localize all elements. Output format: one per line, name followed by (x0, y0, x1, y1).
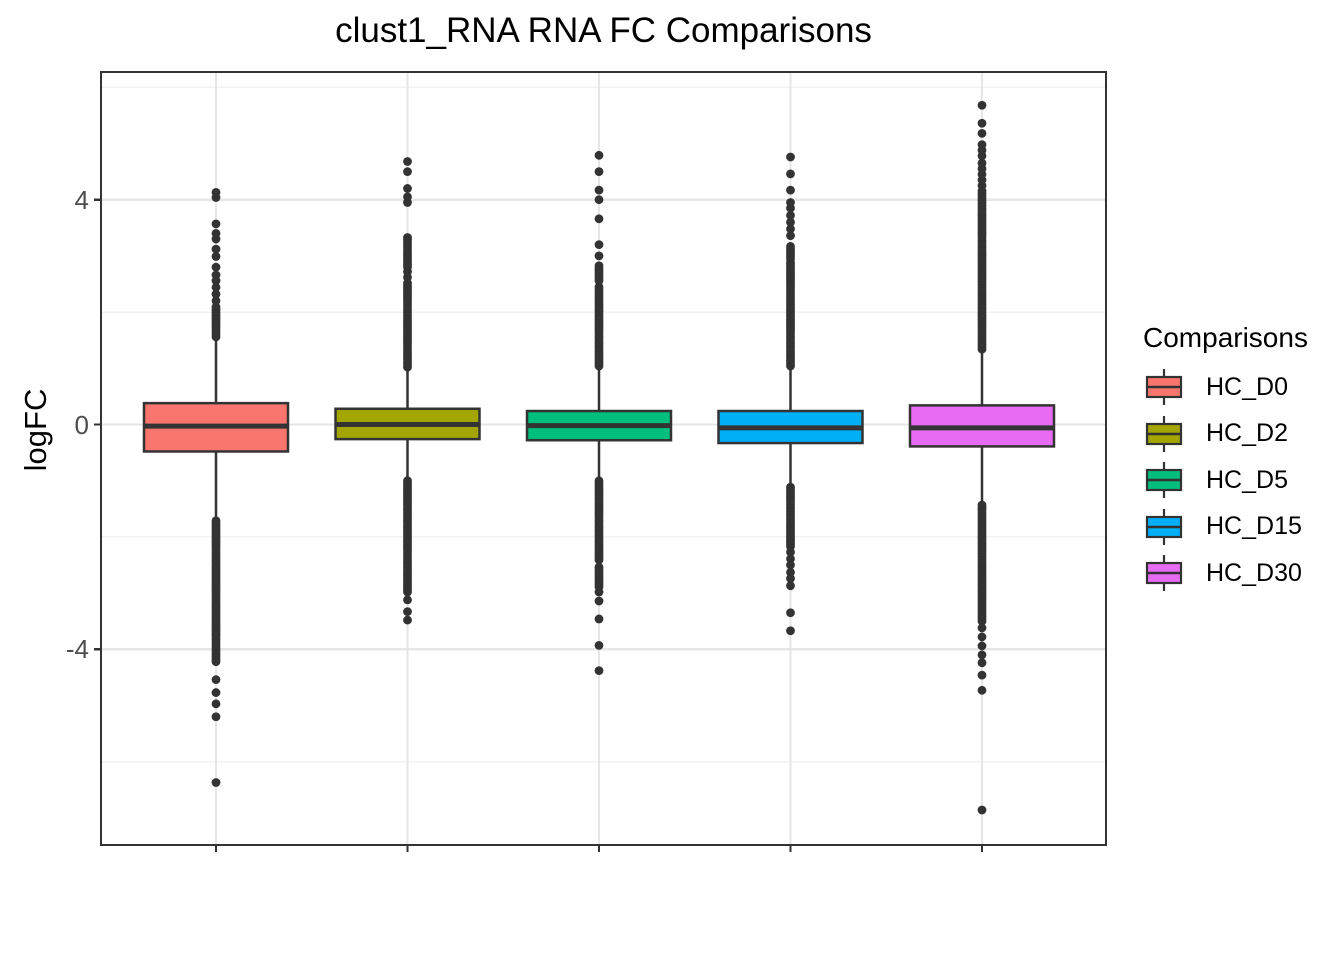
legend-item: HC_D30 (1140, 550, 1308, 597)
boxplot-key-icon (1145, 369, 1183, 406)
legend-item: HC_D5 (1140, 457, 1308, 504)
y-axis-tick-labels: 4 0 -4 (0, 0, 89, 960)
legend-item: HC_D0 (1140, 364, 1308, 411)
y-tick-label: -4 (65, 634, 89, 665)
boxplot-key-icon (1145, 415, 1183, 452)
y-tick-label: 0 (74, 409, 89, 440)
legend-item: HC_D15 (1140, 504, 1308, 551)
boxplot-key-icon (1145, 555, 1183, 592)
legend-title: Comparisons (1143, 322, 1308, 353)
legend-item-label: HC_D5 (1206, 465, 1288, 494)
plot-title: clust1_RNA RNA FC Comparisons (335, 11, 872, 50)
legend-item: HC_D2 (1140, 411, 1308, 458)
boxplot-key-icon (1145, 462, 1183, 499)
legend: Comparisons HC_D0 HC_D2 HC_D5 HC_D15 HC_… (1140, 322, 1308, 597)
legend-item-label: HC_D0 (1206, 372, 1288, 401)
boxplot-key-icon (1145, 508, 1183, 545)
legend-item-label: HC_D15 (1206, 512, 1302, 541)
legend-item-label: HC_D30 (1206, 558, 1302, 587)
y-tick-label: 4 (74, 184, 89, 215)
legend-item-label: HC_D2 (1206, 419, 1288, 448)
